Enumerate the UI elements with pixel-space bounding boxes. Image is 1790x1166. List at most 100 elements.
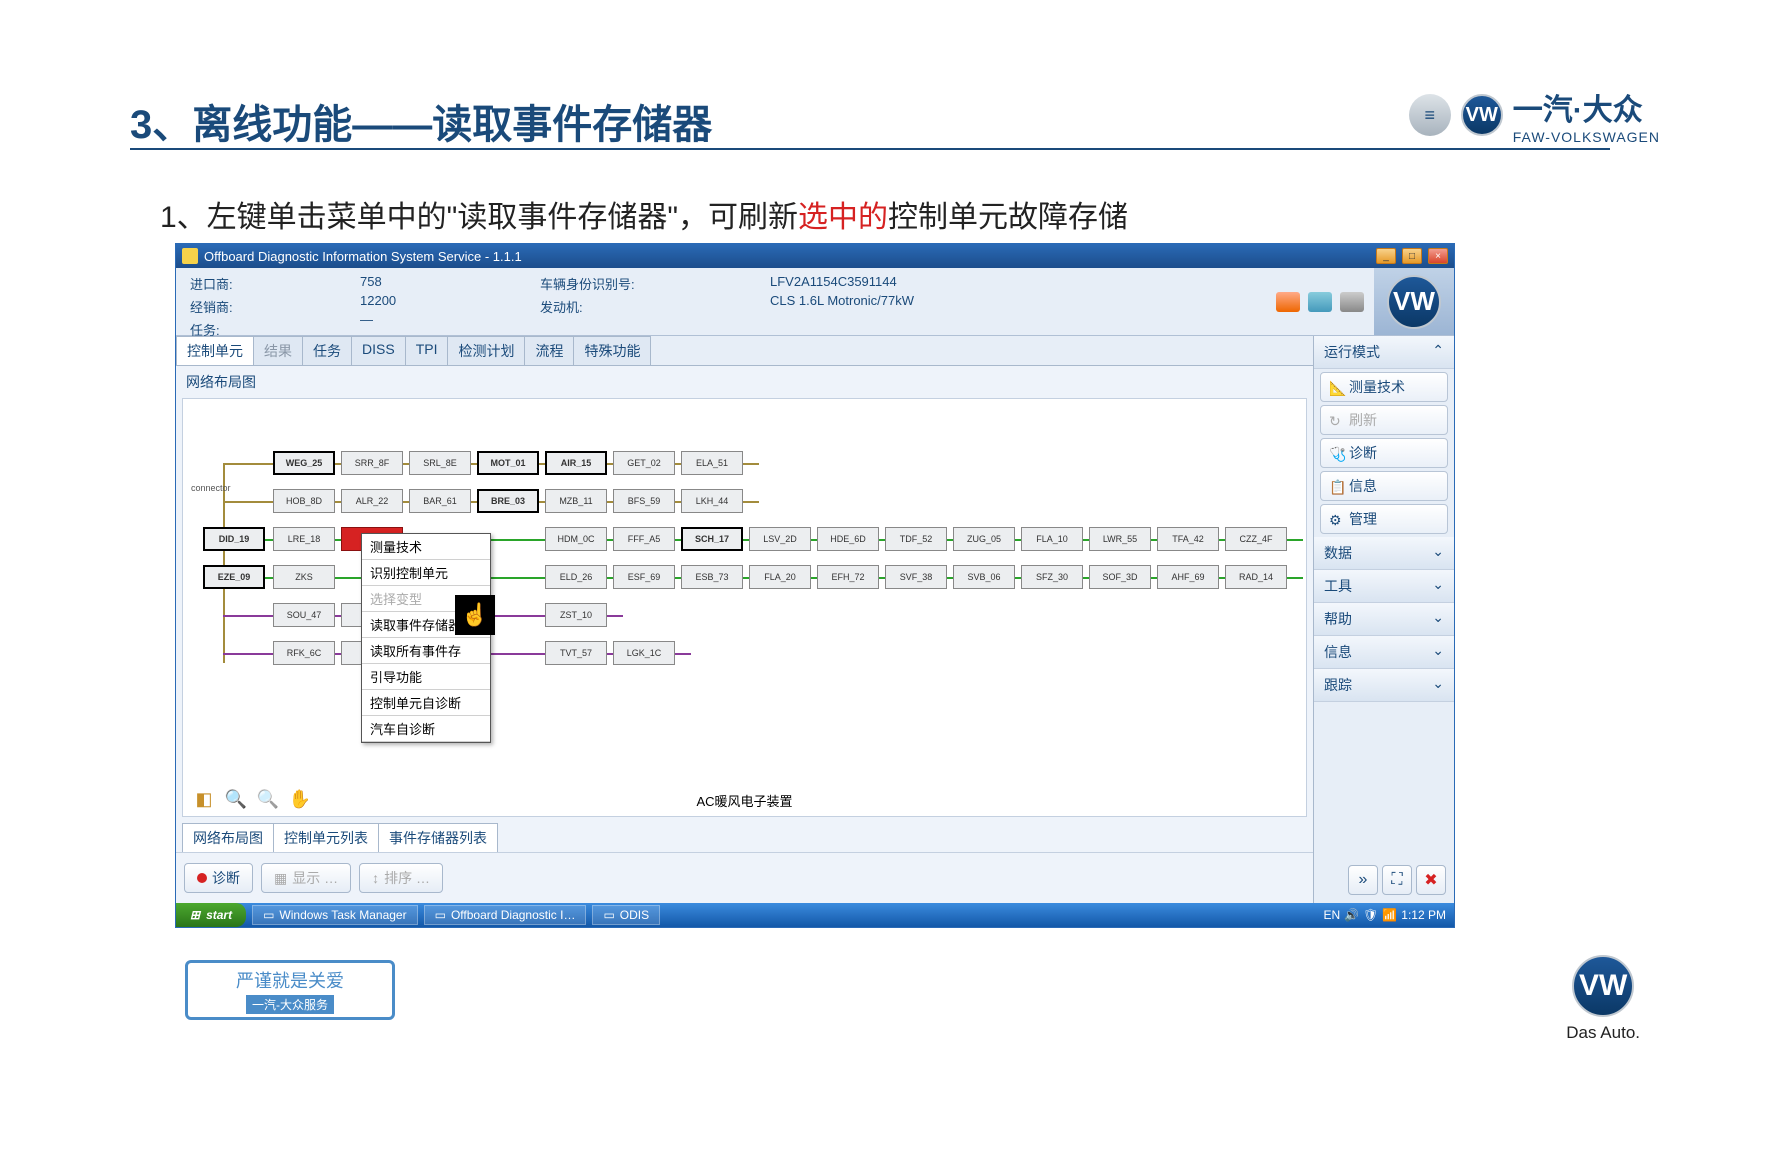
node-LRE_18[interactable]: LRE_18 <box>273 527 335 551</box>
node-SOU_47[interactable]: SOU_47 <box>273 603 335 627</box>
window-titlebar[interactable]: Offboard Diagnostic Information System S… <box>176 244 1454 268</box>
ctx-item[interactable]: 测量技术 <box>362 534 490 560</box>
zoom-in-icon[interactable]: 🔍 <box>223 786 249 812</box>
start-button[interactable]: ⊞start <box>176 903 246 927</box>
taskbar-item[interactable]: ▭Offboard Diagnostic I… <box>424 905 587 925</box>
side-group-帮助[interactable]: 帮助⌄ <box>1314 603 1454 636</box>
node-ESB_73[interactable]: ESB_73 <box>681 565 743 589</box>
node-RFK_6C[interactable]: RFK_6C <box>273 641 335 665</box>
exit-button[interactable]: ✖ <box>1416 865 1446 895</box>
node-AHF_69[interactable]: AHF_69 <box>1157 565 1219 589</box>
ctx-item[interactable]: 引导功能 <box>362 664 490 690</box>
maximize-button[interactable]: □ <box>1402 248 1422 264</box>
node-ESF_69[interactable]: ESF_69 <box>613 565 675 589</box>
node-SFZ_30[interactable]: SFZ_30 <box>1021 565 1083 589</box>
node-DID_19[interactable]: DID_19 <box>203 527 265 551</box>
tab-检测计划[interactable]: 检测计划 <box>447 336 525 365</box>
select-tool-icon[interactable]: ◧ <box>191 786 217 812</box>
ctx-item[interactable]: 识别控制单元 <box>362 560 490 586</box>
expand-button[interactable]: ⛶ <box>1382 865 1412 895</box>
mode-header[interactable]: 运行模式⌃ <box>1314 336 1454 369</box>
taskbar-item[interactable]: ▭ODIS <box>592 905 660 925</box>
node-GET_02[interactable]: GET_02 <box>613 451 675 475</box>
hand-tool-icon[interactable]: ✋ <box>287 786 313 812</box>
next-button[interactable]: » <box>1348 865 1378 895</box>
context-menu[interactable]: 测量技术识别控制单元选择变型读取事件存储器读取所有事件存引导功能控制单元自诊断汽… <box>361 533 491 743</box>
node-EFH_72[interactable]: EFH_72 <box>817 565 879 589</box>
side-group-跟踪[interactable]: 跟踪⌄ <box>1314 669 1454 702</box>
tab-特殊功能[interactable]: 特殊功能 <box>573 336 651 365</box>
node-SVF_38[interactable]: SVF_38 <box>885 565 947 589</box>
system-tray[interactable]: EN 🔊 🛡 📶 1:12 PM <box>1315 908 1454 922</box>
node-ELD_26[interactable]: ELD_26 <box>545 565 607 589</box>
minimize-button[interactable]: _ <box>1376 248 1396 264</box>
node-ELA_51[interactable]: ELA_51 <box>681 451 743 475</box>
node-WEG_25[interactable]: WEG_25 <box>273 451 335 475</box>
tray-icon[interactable]: 🔊 <box>1344 908 1359 922</box>
tab-流程[interactable]: 流程 <box>524 336 574 365</box>
node-SCH_17[interactable]: SCH_17 <box>681 527 743 551</box>
node-FLA_20[interactable]: FLA_20 <box>749 565 811 589</box>
node-RAD_14[interactable]: RAD_14 <box>1225 565 1287 589</box>
node-ZST_10[interactable]: ZST_10 <box>545 603 607 627</box>
node-BAR_61[interactable]: BAR_61 <box>409 489 471 513</box>
side-group-工具[interactable]: 工具⌄ <box>1314 570 1454 603</box>
display-button[interactable]: ▦显示 … <box>261 863 351 893</box>
node-MZB_11[interactable]: MZB_11 <box>545 489 607 513</box>
sub-tab-0[interactable]: 网络布局图 <box>182 823 274 852</box>
node-ZUG_05[interactable]: ZUG_05 <box>953 527 1015 551</box>
tab-任务[interactable]: 任务 <box>302 336 352 365</box>
node-ALR_22[interactable]: ALR_22 <box>341 489 403 513</box>
node-EZE_09[interactable]: EZE_09 <box>203 565 265 589</box>
sub-tab-1[interactable]: 控制单元列表 <box>273 823 379 852</box>
tray-icon[interactable]: 📶 <box>1382 908 1397 922</box>
node-LGK_1C[interactable]: LGK_1C <box>613 641 675 665</box>
node-BRE_03[interactable]: BRE_03 <box>477 489 539 513</box>
node-CZZ_4F[interactable]: CZZ_4F <box>1225 527 1287 551</box>
node-BFS_59[interactable]: BFS_59 <box>613 489 675 513</box>
node-ZKS[interactable]: ZKS <box>273 565 335 589</box>
tab-控制单元[interactable]: 控制单元 <box>176 336 254 365</box>
network-diagram[interactable]: connector ◧ 🔍 🔍 ✋ AC暖风电子装置 WEG_25SRR_8FS… <box>182 398 1307 817</box>
node-HDM_0C[interactable]: HDM_0C <box>545 527 607 551</box>
tab-TPI[interactable]: TPI <box>405 336 449 365</box>
taskbar-item[interactable]: ▭Windows Task Manager <box>252 905 418 925</box>
tab-DISS[interactable]: DISS <box>351 336 406 365</box>
side-btn-测量技术[interactable]: 📐测量技术 <box>1320 372 1448 402</box>
node-HOB_8D[interactable]: HOB_8D <box>273 489 335 513</box>
faw-logo-area: ≡ VW 一汽·大众 FAW-VOLKSWAGEN <box>1409 85 1660 145</box>
diagnose-button[interactable]: 诊断 <box>184 863 253 893</box>
node-SRR_8F[interactable]: SRR_8F <box>341 451 403 475</box>
lang-indicator[interactable]: EN <box>1323 908 1340 922</box>
node-SVB_06[interactable]: SVB_06 <box>953 565 1015 589</box>
side-group-数据[interactable]: 数据⌄ <box>1314 537 1454 570</box>
side-btn-刷新[interactable]: ↻刷新 <box>1320 405 1448 435</box>
node-SOF_3D[interactable]: SOF_3D <box>1089 565 1151 589</box>
tray-icon[interactable]: 🛡 <box>1363 908 1378 922</box>
ctx-item[interactable]: 读取所有事件存 <box>362 638 490 664</box>
node-FFF_A5[interactable]: FFF_A5 <box>613 527 675 551</box>
tab-结果[interactable]: 结果 <box>253 336 303 365</box>
ctx-item[interactable]: 控制单元自诊断 <box>362 690 490 716</box>
node-TDF_52[interactable]: TDF_52 <box>885 527 947 551</box>
side-btn-诊断[interactable]: 🩺诊断 <box>1320 438 1448 468</box>
node-TFA_42[interactable]: TFA_42 <box>1157 527 1219 551</box>
node-LWR_55[interactable]: LWR_55 <box>1089 527 1151 551</box>
side-btn-管理[interactable]: ⚙管理 <box>1320 504 1448 534</box>
taskbar[interactable]: ⊞start ▭Windows Task Manager ▭Offboard Di… <box>176 903 1454 927</box>
node-HDE_6D[interactable]: HDE_6D <box>817 527 879 551</box>
node-LSV_2D[interactable]: LSV_2D <box>749 527 811 551</box>
node-SRL_8E[interactable]: SRL_8E <box>409 451 471 475</box>
sub-tab-2[interactable]: 事件存储器列表 <box>378 823 498 852</box>
node-FLA_10[interactable]: FLA_10 <box>1021 527 1083 551</box>
side-group-信息[interactable]: 信息⌄ <box>1314 636 1454 669</box>
zoom-out-icon[interactable]: 🔍 <box>255 786 281 812</box>
sort-button[interactable]: ↕排序 … <box>359 863 443 893</box>
ctx-item[interactable]: 汽车自诊断 <box>362 716 490 742</box>
side-btn-信息[interactable]: 📋信息 <box>1320 471 1448 501</box>
node-TVT_57[interactable]: TVT_57 <box>545 641 607 665</box>
close-button[interactable]: × <box>1428 248 1448 264</box>
node-AIR_15[interactable]: AIR_15 <box>545 451 607 475</box>
node-LKH_44[interactable]: LKH_44 <box>681 489 743 513</box>
node-MOT_01[interactable]: MOT_01 <box>477 451 539 475</box>
